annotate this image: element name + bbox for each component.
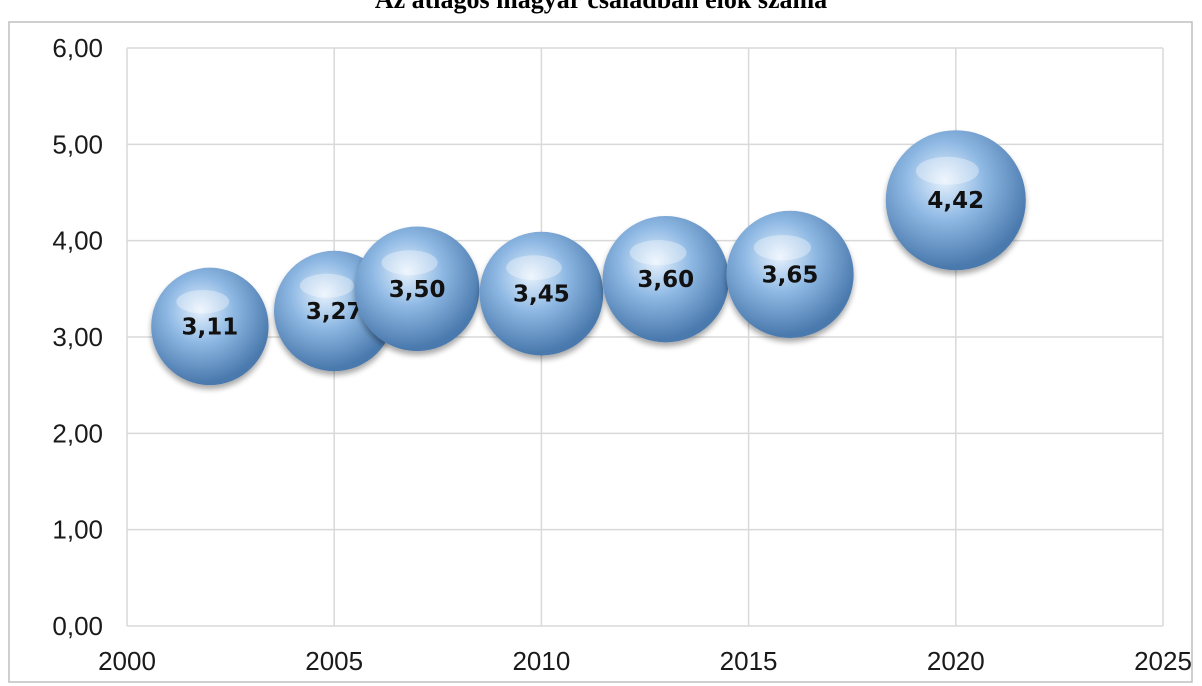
- bubble-circle: [151, 267, 269, 386]
- bubble-circle: [354, 226, 480, 352]
- bubble-highlight: [915, 156, 979, 185]
- y-tick-label: 6,00: [52, 33, 103, 63]
- bubble-data-label: 3,45: [513, 282, 570, 308]
- bubble: 3,65: [726, 210, 854, 338]
- bubble-data-label: 3,50: [389, 277, 446, 303]
- x-tick-label: 2020: [927, 646, 985, 676]
- y-tick-label: 5,00: [52, 129, 103, 159]
- bubble-circle: [602, 216, 729, 343]
- bubble-highlight: [506, 255, 562, 281]
- bubble-data-label: 3,27: [306, 299, 363, 325]
- chart-frame: [8, 21, 1193, 683]
- bubble-circle: [726, 210, 854, 338]
- bubble-highlight: [299, 273, 355, 298]
- y-tick-label: 0,00: [52, 611, 103, 641]
- bubble-layer: 3,11 3,27 3,50 3,45 3,60 3,65 4,42: [151, 130, 1026, 386]
- bubble: 3,50: [354, 226, 480, 352]
- bubble: 3,60: [602, 216, 729, 343]
- y-tick-label: 3,00: [52, 322, 103, 352]
- y-tick-label: 4,00: [52, 226, 103, 256]
- bubble: 3,45: [479, 231, 604, 356]
- bubble-data-label: 3,60: [637, 267, 694, 293]
- bubble: 3,11: [151, 267, 269, 386]
- bubble-circle: [885, 130, 1026, 271]
- x-tick-label: 2010: [512, 646, 570, 676]
- y-tick-label: 2,00: [52, 418, 103, 448]
- bubble-data-label: 4,42: [927, 188, 984, 214]
- axis-labels: 0,00 1,00 2,00 3,00 4,00 5,00 6,00 2000 2005 2010…: [52, 33, 1192, 676]
- bubble-highlight: [176, 289, 230, 314]
- bubble: 4,42: [885, 130, 1026, 271]
- y-tick-label: 1,00: [52, 515, 103, 545]
- x-tick-label: 2015: [720, 646, 778, 676]
- bubble-highlight: [381, 250, 438, 276]
- x-tick-label: 2000: [98, 646, 156, 676]
- chart-title: Az átlagos magyar családban élők száma: [375, 0, 827, 14]
- bubble-circle: [479, 231, 604, 356]
- bubble-data-label: 3,11: [182, 314, 239, 340]
- bubble-data-label: 3,65: [762, 262, 819, 288]
- bubble-highlight: [753, 234, 812, 261]
- x-tick-label: 2025: [1134, 646, 1192, 676]
- bubble-highlight: [629, 240, 687, 266]
- x-tick-label: 2005: [305, 646, 363, 676]
